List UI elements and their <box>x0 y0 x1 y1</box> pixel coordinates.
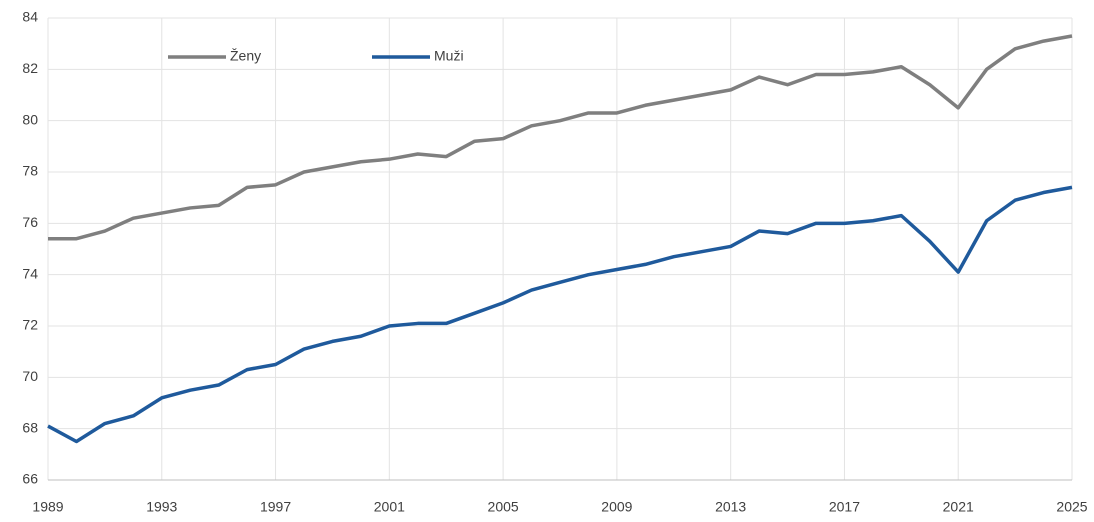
y-tick-label: 70 <box>22 368 38 384</box>
y-tick-label: 72 <box>22 317 38 333</box>
x-tick-label: 2001 <box>374 499 405 515</box>
y-tick-label: 84 <box>22 9 38 25</box>
legend-label: Muži <box>434 48 464 64</box>
y-tick-label: 68 <box>22 419 38 435</box>
x-tick-label: 1997 <box>260 499 291 515</box>
legend-label: Ženy <box>230 48 261 64</box>
data-line <box>48 34 1073 241</box>
x-tick-label: 2025 <box>1056 499 1087 515</box>
y-tick-label: 80 <box>22 111 38 127</box>
x-tick-label: 2005 <box>488 499 519 515</box>
x-tick-label: 2013 <box>715 499 746 515</box>
y-tick-label: 74 <box>22 265 38 281</box>
y-tick-label: 82 <box>22 60 38 76</box>
x-tick-label: 2009 <box>601 499 632 515</box>
y-tick-label: 76 <box>22 214 38 230</box>
data-line <box>47 185 1073 444</box>
x-tick-label: 2021 <box>943 499 974 515</box>
y-tick-label: 78 <box>22 163 38 179</box>
x-tick-label: 2017 <box>829 499 860 515</box>
x-tick-label: 1993 <box>146 499 177 515</box>
y-tick-label: 66 <box>22 471 38 487</box>
x-tick-label: 1989 <box>32 499 63 515</box>
